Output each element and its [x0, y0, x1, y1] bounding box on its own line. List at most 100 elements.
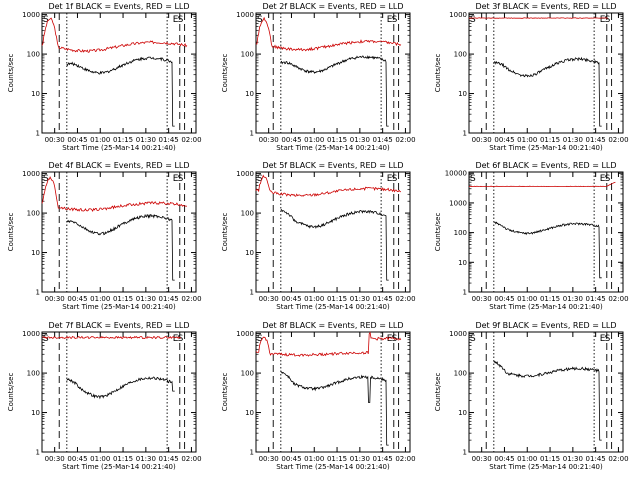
chart-panel-9: Det 9f BLACK = Events, RED = LLD 1 10 100 10… — [434, 321, 629, 471]
plot-frame — [41, 171, 197, 293]
plot-frame — [468, 12, 624, 134]
marker-s: S — [605, 334, 611, 344]
x-tick-label: 01:30 — [563, 295, 583, 303]
chart-panel-4: Det 4f BLACK = Events, RED = LLD 1 10 100 10… — [7, 161, 202, 311]
y-axis-label: Counts/sec — [7, 213, 15, 252]
x-tick-label: 01:15 — [113, 295, 133, 303]
x-tick-label: 01:45 — [373, 295, 393, 303]
x-tick-label: 00:45 — [67, 295, 87, 303]
marker-s: S — [43, 334, 49, 344]
y-tick-label: 10 — [31, 249, 40, 257]
x-tick-label: 00:45 — [67, 455, 87, 463]
x-tick-label: 01:30 — [136, 455, 156, 463]
marker-e: E — [387, 15, 393, 25]
x-tick-label: 02:00 — [608, 136, 628, 144]
x-tick-label: 01:45 — [586, 136, 606, 144]
x-tick-label: 02:00 — [181, 295, 201, 303]
plot-frame — [255, 171, 411, 293]
chart-panel-8: Det 8f BLACK = Events, RED = LLD 1 10 100 10… — [221, 321, 416, 471]
marker-s: S — [470, 174, 476, 184]
y-axis-label: Counts/sec — [221, 373, 229, 412]
lld-series-line — [468, 181, 616, 188]
x-tick-label: 02:00 — [395, 295, 415, 303]
marker-s: S — [392, 15, 398, 25]
x-tick-label: 01:00 — [90, 295, 110, 303]
y-tick-label: 1 — [463, 289, 467, 297]
x-tick-label: 01:15 — [327, 455, 347, 463]
lld-series-line — [255, 331, 402, 357]
x-tick-label: 01:15 — [327, 295, 347, 303]
chart-panel-3: Det 3f BLACK = Events, RED = LLD 1 10 100 10… — [434, 2, 629, 152]
x-tick-label: 00:30 — [472, 136, 492, 144]
events-series-line — [493, 56, 602, 127]
chart-title: Det 4f BLACK = Events, RED = LLD — [48, 161, 189, 170]
lld-series-line — [41, 17, 188, 53]
lld-series-line — [41, 335, 182, 340]
marker-e: E — [387, 174, 393, 184]
lld-series-line — [255, 174, 402, 197]
marker-s: S — [470, 334, 476, 344]
y-tick-label: 1000 — [236, 330, 254, 338]
x-tick-label: 00:45 — [494, 136, 514, 144]
y-tick-label: 1000 — [236, 170, 254, 178]
x-tick-label: 01:30 — [350, 136, 370, 144]
x-tick-label: 01:00 — [304, 295, 324, 303]
x-axis-label: Start Time (25-Mar-14 00:21:40) — [489, 463, 603, 471]
x-tick-label: 01:30 — [563, 455, 583, 463]
y-tick-label: 1000 — [22, 330, 40, 338]
marker-e: E — [387, 334, 393, 344]
x-axis-label: Start Time (25-Mar-14 00:21:40) — [489, 303, 603, 311]
x-tick-label: 01:30 — [136, 136, 156, 144]
x-axis-label: Start Time (25-Mar-14 00:21:40) — [489, 144, 603, 152]
y-axis-label: Counts/sec — [434, 373, 442, 412]
y-tick-label: 100 — [454, 51, 467, 59]
y-axis-label: Counts/sec — [434, 54, 442, 93]
x-tick-label: 01:45 — [373, 136, 393, 144]
x-tick-label: 01:15 — [540, 455, 560, 463]
x-axis-label: Start Time (25-Mar-14 00:21:40) — [62, 303, 176, 311]
x-tick-label: 01:45 — [586, 295, 606, 303]
y-tick-label: 10 — [245, 90, 254, 98]
y-tick-label: 10 — [31, 409, 40, 417]
events-series-line — [280, 55, 389, 127]
events-series-line — [280, 371, 389, 446]
chart-panel-5: Det 5f BLACK = Events, RED = LLD 1 10 100 10… — [221, 161, 416, 311]
marker-s: S — [178, 334, 184, 344]
y-axis-label: Counts/sec — [221, 213, 229, 252]
marker-e: E — [600, 334, 606, 344]
chart-title: Det 5f BLACK = Events, RED = LLD — [262, 161, 403, 170]
x-tick-label: 01:15 — [327, 136, 347, 144]
lld-series-line — [468, 17, 608, 19]
plot-frame — [255, 12, 411, 134]
x-tick-label: 00:45 — [494, 295, 514, 303]
marker-s: S — [43, 15, 49, 25]
x-tick-label: 00:30 — [45, 295, 65, 303]
chart-title: Det 2f BLACK = Events, RED = LLD — [262, 2, 403, 11]
y-axis-label: Counts/sec — [434, 213, 442, 252]
x-tick-label: 01:45 — [159, 136, 179, 144]
x-tick-label: 01:00 — [90, 136, 110, 144]
chart-panel-1: Det 1f BLACK = Events, RED = LLD 1 10 100 10… — [7, 2, 202, 152]
x-tick-label: 01:15 — [113, 455, 133, 463]
x-axis-label: Start Time (25-Mar-14 00:21:40) — [62, 144, 176, 152]
y-tick-label: 1 — [36, 130, 40, 138]
y-tick-label: 10000 — [445, 170, 467, 178]
events-series-line — [66, 213, 175, 281]
x-tick-label: 00:30 — [259, 295, 279, 303]
chart-title: Det 3f BLACK = Events, RED = LLD — [475, 2, 616, 11]
x-tick-label: 00:30 — [259, 455, 279, 463]
events-series-line — [280, 209, 389, 281]
plot-frame — [468, 171, 624, 293]
chart-panel-6: Det 6f BLACK = Events, RED = LLD 1 10 100 10… — [434, 161, 629, 311]
x-tick-label: 01:45 — [586, 455, 606, 463]
x-tick-label: 01:30 — [136, 295, 156, 303]
x-axis-label: Start Time (25-Mar-14 00:21:40) — [276, 463, 390, 471]
lld-series-line — [255, 16, 402, 52]
marker-e: E — [173, 174, 179, 184]
chart-title: Det 9f BLACK = Events, RED = LLD — [475, 321, 616, 330]
y-tick-label: 1000 — [449, 199, 467, 207]
marker-s: S — [178, 15, 184, 25]
x-tick-label: 01:45 — [159, 295, 179, 303]
